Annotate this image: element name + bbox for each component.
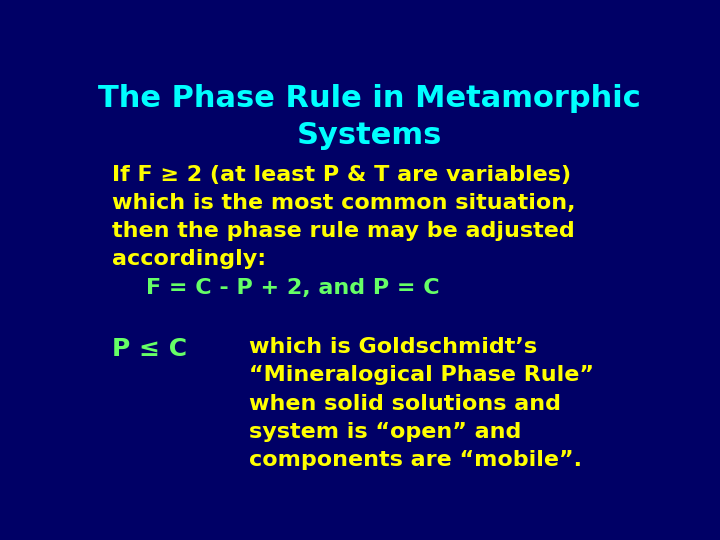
Text: Systems: Systems — [297, 121, 441, 150]
Text: If F ≥ 2 (at least P & T are variables): If F ≥ 2 (at least P & T are variables) — [112, 165, 572, 185]
Text: when solid solutions and: when solid solutions and — [249, 394, 561, 414]
Text: F = C - P + 2, and P = C: F = C - P + 2, and P = C — [145, 278, 439, 298]
Text: then the phase rule may be adjusted: then the phase rule may be adjusted — [112, 221, 575, 241]
Text: accordingly:: accordingly: — [112, 249, 266, 269]
Text: components are “mobile”.: components are “mobile”. — [249, 450, 582, 470]
Text: The Phase Rule in Metamorphic: The Phase Rule in Metamorphic — [98, 84, 640, 112]
Text: which is the most common situation,: which is the most common situation, — [112, 193, 576, 213]
Text: P ≤ C: P ≤ C — [112, 337, 187, 361]
Text: system is “open” and: system is “open” and — [249, 422, 521, 442]
Text: which is Goldschmidt’s: which is Goldschmidt’s — [249, 337, 537, 357]
Text: “Mineralogical Phase Rule”: “Mineralogical Phase Rule” — [249, 366, 594, 386]
